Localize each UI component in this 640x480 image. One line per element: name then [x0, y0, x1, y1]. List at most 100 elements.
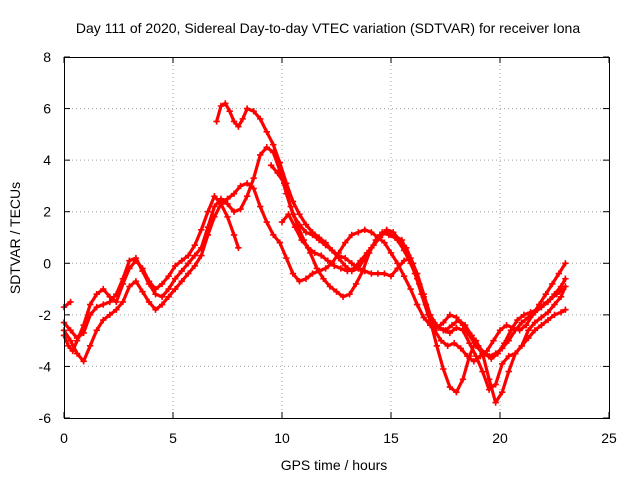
data-point: [531, 327, 539, 334]
data-point: [250, 185, 257, 192]
data-point: [518, 319, 525, 326]
data-point: [178, 257, 185, 264]
data-point: [342, 239, 349, 246]
data-point: [283, 254, 290, 262]
data-point: [65, 342, 72, 349]
data-point: [455, 316, 462, 324]
data-point: [80, 321, 87, 329]
data-point: [337, 265, 345, 272]
data-point: [311, 249, 318, 257]
data-point: [274, 169, 281, 177]
data-point: [376, 234, 384, 241]
data-point: [145, 278, 153, 285]
data-point: [213, 118, 220, 125]
y-tick-label: 0: [43, 255, 51, 271]
data-point: [132, 278, 140, 285]
data-point: [270, 141, 277, 148]
x-tick-label: 10: [274, 430, 290, 446]
data-point: [211, 203, 218, 210]
data-point: [446, 311, 454, 319]
data-point: [165, 285, 172, 293]
data-point: [309, 229, 316, 236]
data-point: [119, 280, 127, 288]
data-point: [67, 327, 74, 334]
x-tick-label: 20: [492, 430, 508, 446]
data-point: [346, 291, 353, 298]
data-point: [394, 260, 401, 267]
data-point: [400, 257, 408, 264]
data-point: [368, 270, 375, 277]
data-point: [211, 193, 218, 200]
data-point: [475, 342, 482, 349]
data-point: [204, 208, 212, 215]
data-point: [171, 285, 179, 293]
data-point: [333, 288, 340, 295]
data-point: [185, 270, 192, 277]
data-point: [158, 301, 166, 308]
data-point: [315, 234, 323, 241]
y-tick-label: -6: [39, 410, 52, 426]
y-tick-label: 8: [43, 49, 51, 65]
data-point: [204, 231, 212, 239]
y-tick-label: 4: [43, 152, 51, 168]
data-point: [302, 275, 310, 282]
data-point: [385, 231, 393, 239]
data-point: [403, 244, 410, 252]
data-point: [145, 298, 153, 306]
data-point: [291, 223, 299, 231]
data-point: [546, 296, 554, 303]
data-point: [313, 265, 321, 272]
y-axis: -6 -4 -2 0 2 4 6 8: [39, 49, 609, 426]
data-point: [557, 293, 565, 301]
data-point: [191, 262, 198, 270]
data-point: [429, 316, 436, 324]
data-point: [544, 309, 552, 316]
data-point: [518, 342, 525, 349]
data-point: [287, 203, 294, 210]
data-point: [551, 301, 558, 308]
data-point: [263, 218, 270, 226]
data-point: [309, 270, 316, 277]
data-point: [413, 301, 421, 308]
series-line: [280, 212, 565, 361]
data-point: [501, 340, 508, 347]
data-point: [505, 352, 512, 360]
data-point: [553, 291, 560, 298]
data-point: [437, 337, 445, 344]
data-point: [374, 270, 382, 277]
data-point: [152, 285, 159, 293]
data-point: [257, 115, 264, 123]
data-point: [152, 306, 159, 313]
data-point: [267, 162, 275, 169]
data-point: [165, 293, 172, 301]
data-point: [457, 345, 464, 352]
data-point: [431, 327, 438, 334]
data-point: [549, 280, 556, 288]
data-point: [352, 280, 360, 288]
data-point: [490, 337, 497, 344]
data-point: [507, 327, 515, 334]
data-point: [185, 252, 192, 259]
data-point: [533, 306, 541, 313]
data-point: [230, 231, 238, 239]
data-point: [335, 254, 342, 262]
data-point: [320, 275, 327, 282]
data-point: [230, 118, 238, 125]
data-point: [542, 291, 549, 298]
y-tick-label: 2: [43, 204, 51, 220]
data-point: [230, 208, 238, 215]
data-point: [280, 180, 288, 187]
data-point: [318, 252, 325, 259]
data-point: [464, 352, 471, 360]
series-line: [62, 300, 73, 309]
y-tick-label: 6: [43, 101, 51, 117]
data-point: [555, 270, 563, 277]
data-point: [485, 376, 493, 383]
data-point: [422, 301, 430, 308]
data-point: [73, 337, 81, 344]
chart-title: Day 111 of 2020, Sidereal Day-to-day VTE…: [76, 20, 580, 36]
plot-frame: [64, 57, 610, 419]
data-point: [348, 260, 355, 267]
y-axis-label: SDTVAR / TECUs: [7, 182, 23, 294]
data-point: [139, 288, 146, 295]
